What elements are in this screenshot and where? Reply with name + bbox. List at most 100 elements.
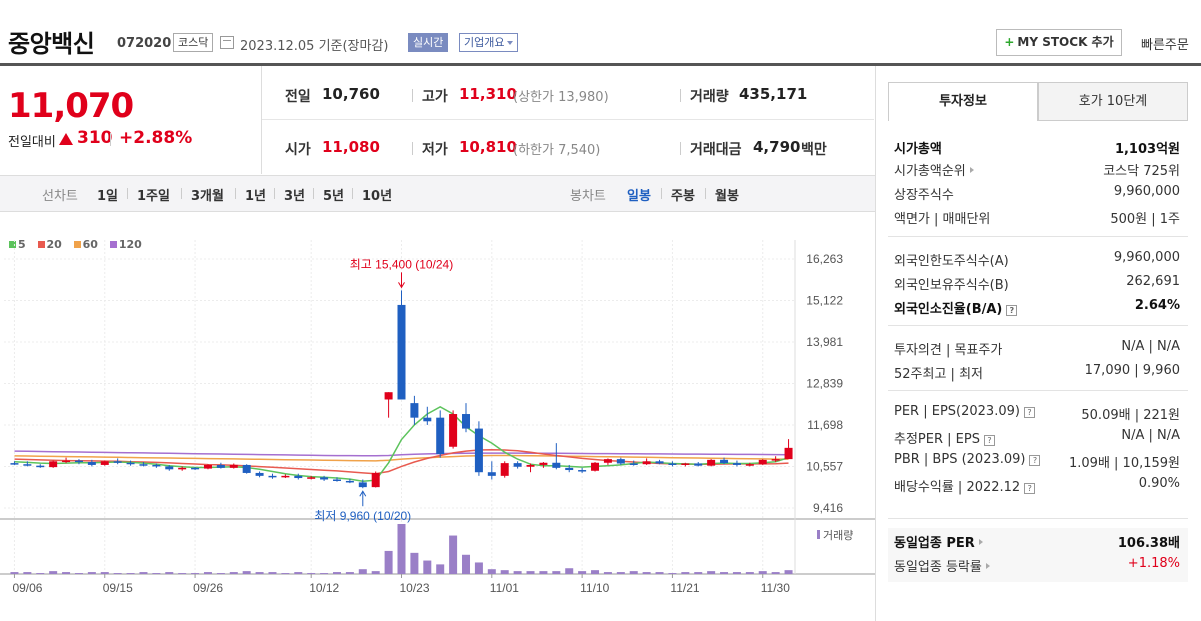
info-panel <box>875 66 1201 621</box>
help-icon[interactable]: ? <box>1006 305 1018 316</box>
info-value: 106.38배 <box>1117 536 1180 551</box>
period-daily[interactable]: 일봉 <box>627 189 651 204</box>
volume-bar <box>410 552 419 574</box>
info-row[interactable]: 동일업종 등락률 +1.18% <box>894 556 1180 576</box>
period-5y[interactable]: 5년 <box>323 189 345 204</box>
candle-body <box>500 463 509 476</box>
volume-bar <box>707 571 716 574</box>
candle-body <box>87 462 96 465</box>
arrow-up-icon <box>359 490 367 497</box>
divider <box>235 188 236 199</box>
info-key: 배당수익률 | 2022.12? <box>894 476 1036 495</box>
period-weekly[interactable]: 주봉 <box>671 189 695 204</box>
info-value: 1.09배 | 10,159원 <box>1069 456 1180 471</box>
ma120-line <box>14 450 789 457</box>
volume-bar <box>500 570 509 574</box>
volume-bar <box>474 562 483 574</box>
info-key: 동일업종 등락률 <box>894 556 990 575</box>
volume-bar <box>578 571 587 574</box>
help-icon[interactable]: ? <box>1023 407 1035 418</box>
period-3y[interactable]: 3년 <box>284 189 306 204</box>
high-label: 고가 <box>422 89 448 105</box>
volume-label: 거래량 <box>690 89 729 105</box>
volume-bar <box>771 572 780 574</box>
volume-bar <box>281 573 290 574</box>
info-value: 262,691 <box>1126 274 1180 289</box>
volume-bar <box>668 573 677 574</box>
legend-text: 60 <box>82 238 98 251</box>
price-chart[interactable]: 16,263 15,122 13,981 12,839 11,698 10,557 9,41… <box>0 220 875 610</box>
period-monthly[interactable]: 월봉 <box>715 189 739 204</box>
candle-body <box>191 467 200 470</box>
candle-chart-label: 봉차트 <box>570 189 606 204</box>
help-icon[interactable]: ? <box>1029 455 1041 466</box>
candle-body <box>178 467 187 470</box>
candle-body <box>255 472 264 476</box>
period-1w[interactable]: 1주일 <box>137 189 170 204</box>
volume-bar <box>784 570 793 574</box>
volume-bar <box>294 572 303 574</box>
volume-bar <box>126 573 135 574</box>
y-tick-label: 11,698 <box>807 418 843 432</box>
period-1y[interactable]: 1년 <box>245 189 267 204</box>
overview-label: 기업개요 <box>464 36 505 49</box>
lower-limit: (하한가 7,540) <box>513 143 601 158</box>
info-row[interactable]: 동일업종 PER 106.38배 <box>894 532 1180 552</box>
volume-bar <box>371 571 380 574</box>
volume-label: 거래량 <box>823 529 853 542</box>
low-label: 저가 <box>422 142 448 158</box>
info-key: PBR | BPS (2023.09)? <box>894 452 1041 467</box>
company-overview-dropdown[interactable]: 기업개요 <box>459 33 519 52</box>
volume-bar <box>62 572 71 574</box>
candle-body <box>165 466 174 470</box>
volume-legend-swatch <box>817 530 820 539</box>
volume-bar <box>255 572 264 574</box>
tab-investment-info[interactable]: 투자정보 <box>888 82 1038 121</box>
volume-bar <box>565 568 574 574</box>
up-triangle-icon <box>59 133 73 145</box>
info-row[interactable]: 시가총액순위 코스닥 725위 <box>894 160 1180 180</box>
price-box <box>0 66 262 174</box>
low-annotation: 최저 9,960 (10/20) <box>314 509 411 523</box>
stock-name: 중앙백신 <box>8 30 95 58</box>
mystock-label: MY STOCK 추가 <box>1017 35 1114 49</box>
candle-body <box>307 477 316 479</box>
volume-bar <box>191 573 200 574</box>
x-tick-label: 09/06 <box>12 581 42 595</box>
candle-body <box>294 475 303 479</box>
candle-body <box>203 464 212 469</box>
period-10y[interactable]: 10년 <box>362 189 393 204</box>
period-3m[interactable]: 3개월 <box>191 189 224 204</box>
volume-bar <box>526 571 535 574</box>
candle-body <box>216 464 225 468</box>
y-tick-label: 16,263 <box>806 252 843 266</box>
help-icon[interactable]: ? <box>1024 483 1036 494</box>
market-badge: 코스닥 <box>173 33 214 52</box>
realtime-button[interactable]: 실시간 <box>408 33 449 52</box>
candle-body <box>758 459 767 465</box>
volume-bar <box>100 572 109 574</box>
candle-body <box>36 465 45 468</box>
info-key: 시가총액 <box>894 142 942 157</box>
volume-bar <box>681 572 690 574</box>
info-key: 투자의견 | 목표주가 <box>894 343 1003 358</box>
volume-bar <box>642 572 651 574</box>
candle-body <box>371 472 380 488</box>
volume-bar <box>23 572 32 574</box>
mystock-add-button[interactable]: + MY STOCK 추가 <box>996 29 1122 56</box>
header-divider <box>0 63 1201 66</box>
quick-order-button[interactable]: 빠른주문 <box>1141 38 1189 53</box>
period-1d[interactable]: 1일 <box>97 189 119 204</box>
help-icon[interactable]: ? <box>983 435 995 446</box>
info-row: 투자의견 | 목표주가 N/A | N/A <box>894 339 1180 359</box>
legend-swatch <box>9 241 16 248</box>
x-tick-label: 09/26 <box>193 581 223 595</box>
y-tick-label: 13,981 <box>806 335 843 349</box>
arrow-down-icon <box>398 282 405 289</box>
volume-bar <box>320 573 329 574</box>
volume-bar <box>345 572 354 574</box>
divider <box>412 142 413 155</box>
info-value: 500원 | 1주 <box>1110 212 1180 227</box>
tab-order-book[interactable]: 호가 10단계 <box>1038 82 1188 121</box>
candle-body <box>268 475 277 478</box>
